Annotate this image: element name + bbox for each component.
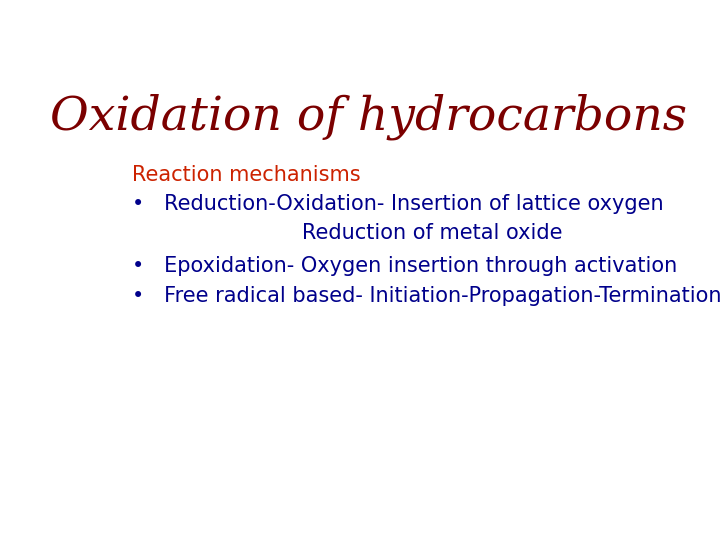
Text: •   Epoxidation- Oxygen insertion through activation: • Epoxidation- Oxygen insertion through … — [132, 256, 677, 276]
Text: •   Free radical based- Initiation-Propagation-Termination: • Free radical based- Initiation-Propaga… — [132, 286, 720, 306]
Text: •   Reduction-Oxidation- Insertion of lattice oxygen: • Reduction-Oxidation- Insertion of latt… — [132, 194, 663, 214]
Text: Reaction mechanisms: Reaction mechanisms — [132, 165, 361, 185]
Text: Oxidation of hydrocarbons: Oxidation of hydrocarbons — [50, 93, 688, 140]
Text: Reduction of metal oxide: Reduction of metal oxide — [302, 223, 562, 243]
